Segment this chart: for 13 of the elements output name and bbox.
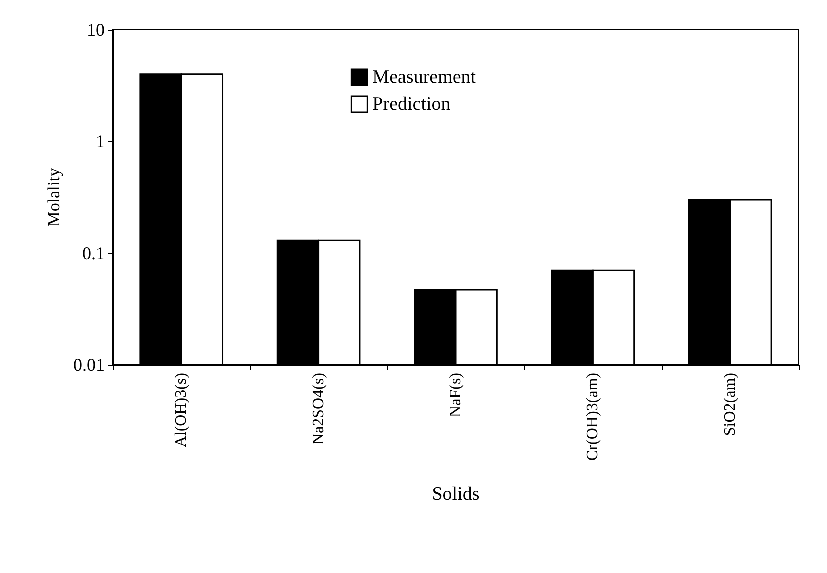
x-axis-title: Solids: [432, 484, 480, 505]
x-tick-label: Al(OH)3(s): [173, 373, 190, 448]
legend-label: Measurement: [372, 67, 477, 88]
y-tick-label: 1: [96, 132, 105, 152]
x-tick-label: SiO2(am): [722, 373, 739, 436]
legend-label: Prediction: [372, 94, 452, 115]
y-tick-label: 0.1: [82, 243, 105, 264]
x-tick-label: Na2SO4(s): [310, 373, 328, 445]
y-tick-label: 0.01: [74, 355, 105, 375]
x-tick-label: NaF(s): [448, 373, 464, 418]
y-axis-title: Molality: [44, 168, 64, 227]
x-tick-label: Cr(OH)3(am): [584, 373, 602, 461]
y-tick-label: 10: [87, 20, 105, 40]
